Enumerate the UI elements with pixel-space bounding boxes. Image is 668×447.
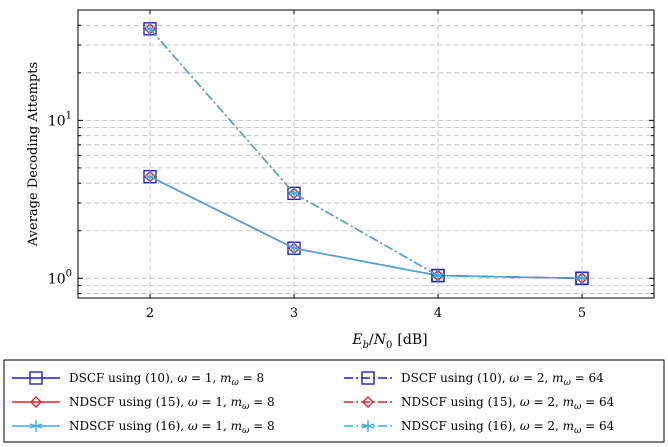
legend-entry-5: NDSCF using (15), ω = 2, mω = 64 [344, 395, 615, 412]
series-line [149, 28, 583, 279]
series-line [149, 176, 583, 279]
legend-marker [29, 420, 43, 432]
y-tick-label: 101 [48, 110, 72, 129]
x-tick-label: 3 [290, 306, 298, 321]
x-axis-label: Eb/N0 [dB] [351, 332, 427, 351]
legend-entry-2: NDSCF using (15), ω = 1, mω = 8 [12, 395, 275, 412]
series-line [149, 176, 583, 279]
series-3 [143, 170, 589, 285]
star-stroke [29, 423, 43, 429]
star-stroke [143, 26, 157, 32]
legend-marker [361, 420, 375, 432]
x-tick-label: 2 [146, 306, 154, 321]
data-point [143, 170, 157, 183]
y-axis-label: Average Decoding Attempts [26, 62, 41, 247]
series-6 [143, 22, 589, 285]
legend-entry-6: NDSCF using (16), ω = 2, mω = 64 [344, 419, 615, 436]
data-point [143, 22, 157, 35]
data-point [287, 187, 301, 200]
series-2 [144, 170, 588, 285]
x-ticks: 2 3 4 5 [146, 10, 586, 321]
y-tick-label: 100 [48, 268, 72, 287]
series-line [149, 28, 583, 279]
star-stroke [143, 174, 157, 180]
legend-entry-1: DSCF using (10), ω = 1, mω = 8 [12, 371, 264, 388]
series-layer [143, 22, 589, 285]
data-point [575, 272, 589, 285]
star-stroke [287, 245, 301, 251]
grid [78, 9, 654, 298]
legend-entry-4: DSCF using (10), ω = 2, mω = 64 [344, 371, 604, 388]
series-line [149, 176, 583, 279]
legend-label: NDSCF using (15), ω = 2, mω = 64 [401, 395, 615, 412]
star-stroke [287, 190, 301, 197]
plot-frame [77, 9, 655, 299]
legend-marker [29, 371, 43, 385]
legend-marker [362, 396, 374, 408]
star-stroke [361, 423, 375, 429]
x-tick-label: 5 [578, 306, 586, 321]
legend-box [3, 359, 665, 443]
legend-marker [30, 396, 42, 408]
legend-label: DSCF using (10), ω = 2, mω = 64 [401, 371, 604, 388]
star-stroke [575, 275, 589, 281]
legend-label: NDSCF using (15), ω = 1, mω = 8 [69, 395, 275, 412]
data-point [431, 269, 445, 282]
star-stroke [431, 272, 445, 279]
legend-marker [361, 371, 375, 385]
legend-entry-3: NDSCF using (16), ω = 1, mω = 8 [12, 419, 275, 436]
series-4 [143, 22, 589, 285]
legend-label: NDSCF using (16), ω = 2, mω = 64 [401, 419, 615, 436]
series-line [149, 28, 583, 279]
x-tick-label: 4 [434, 306, 442, 321]
y-ticks: 100 101 [48, 9, 654, 295]
legend: DSCF using (10), ω = 1, mω = 8 NDSCF usin… [12, 371, 615, 436]
legend-label: NDSCF using (16), ω = 1, mω = 8 [69, 419, 275, 436]
data-point [287, 242, 301, 255]
legend-label: DSCF using (10), ω = 1, mω = 8 [69, 371, 264, 388]
series-5 [144, 22, 588, 285]
series-1 [143, 169, 589, 285]
